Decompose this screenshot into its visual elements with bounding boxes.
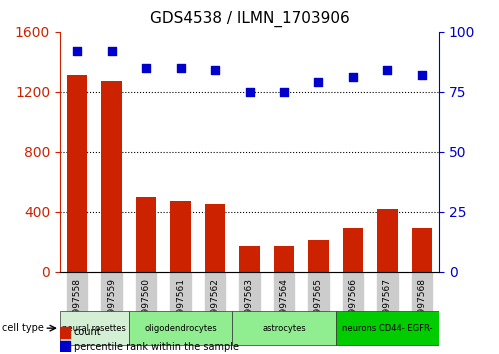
Text: neurons CD44- EGFR-: neurons CD44- EGFR-: [342, 324, 433, 333]
Text: cell type: cell type: [2, 323, 44, 333]
Text: oligodendrocytes: oligodendrocytes: [144, 324, 217, 333]
FancyBboxPatch shape: [336, 311, 439, 345]
Point: [211, 67, 219, 73]
Text: neural rosettes: neural rosettes: [62, 324, 126, 333]
Point: [383, 67, 391, 73]
Bar: [101, 81, 122, 272]
Bar: [170, 201, 191, 272]
FancyBboxPatch shape: [129, 311, 232, 345]
Point: [246, 89, 253, 95]
Bar: [205, 204, 226, 272]
Point: [108, 48, 116, 54]
Point: [73, 48, 81, 54]
Bar: [412, 228, 432, 272]
Bar: [60, 341, 70, 352]
FancyBboxPatch shape: [232, 311, 336, 345]
Bar: [308, 240, 329, 272]
Bar: [273, 246, 294, 272]
Point: [418, 72, 426, 78]
Bar: [239, 246, 260, 272]
Bar: [67, 75, 87, 272]
Bar: [343, 228, 363, 272]
Bar: [136, 197, 156, 272]
Bar: [377, 209, 398, 272]
Text: astrocytes: astrocytes: [262, 324, 306, 333]
Point: [142, 65, 150, 71]
Text: percentile rank within the sample: percentile rank within the sample: [73, 342, 239, 352]
Point: [349, 75, 357, 80]
Point: [280, 89, 288, 95]
Text: GDS4538 / ILMN_1703906: GDS4538 / ILMN_1703906: [150, 11, 349, 27]
Bar: [60, 327, 70, 338]
Point: [177, 65, 185, 71]
Point: [314, 79, 322, 85]
Text: count: count: [73, 327, 101, 337]
FancyBboxPatch shape: [60, 311, 129, 345]
